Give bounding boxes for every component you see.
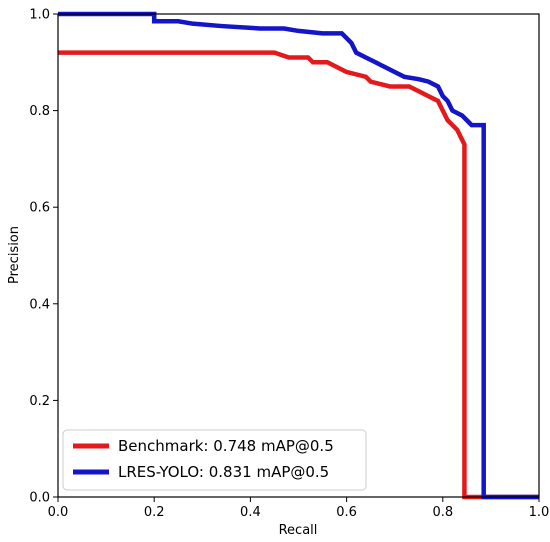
legend-label-benchmark: Benchmark: 0.748 mAP@0.5: [118, 437, 334, 455]
y-tick-label: 0.8: [29, 104, 50, 119]
x-axis-ticks: 0.0 0.2 0.4 0.6 0.8 1.0: [48, 497, 550, 520]
y-tick-label: 0.2: [29, 394, 50, 409]
x-axis-label: Recall: [279, 523, 318, 538]
series-line-0: [58, 50, 539, 500]
x-tick-label: 0.4: [240, 505, 261, 520]
y-axis-ticks: 0.0 0.2 0.4 0.6 0.8 1.0: [29, 8, 58, 506]
x-tick-label: 0.8: [432, 505, 453, 520]
y-tick-label: 0.6: [29, 201, 50, 216]
plot-frame: [57, 13, 540, 498]
y-tick-label: 1.0: [29, 8, 50, 23]
x-tick-label: 0.0: [48, 505, 69, 520]
y-tick-label: 0.0: [29, 491, 50, 506]
legend-box: [62, 429, 367, 491]
plot-area: [58, 14, 539, 497]
x-tick-label: 0.6: [336, 505, 357, 520]
y-tick-label: 0.4: [29, 297, 50, 312]
legend: Benchmark: 0.748 mAP@0.5 LRES-YOLO: 0.83…: [62, 429, 367, 491]
x-tick-label: 0.2: [144, 505, 165, 520]
y-axis-label: Precision: [7, 226, 22, 284]
series-line-1: [58, 11, 539, 500]
legend-label-lres-yolo: LRES-YOLO: 0.831 mAP@0.5: [118, 463, 329, 481]
x-tick-label: 1.0: [529, 505, 550, 520]
series-layer: [58, 11, 539, 500]
